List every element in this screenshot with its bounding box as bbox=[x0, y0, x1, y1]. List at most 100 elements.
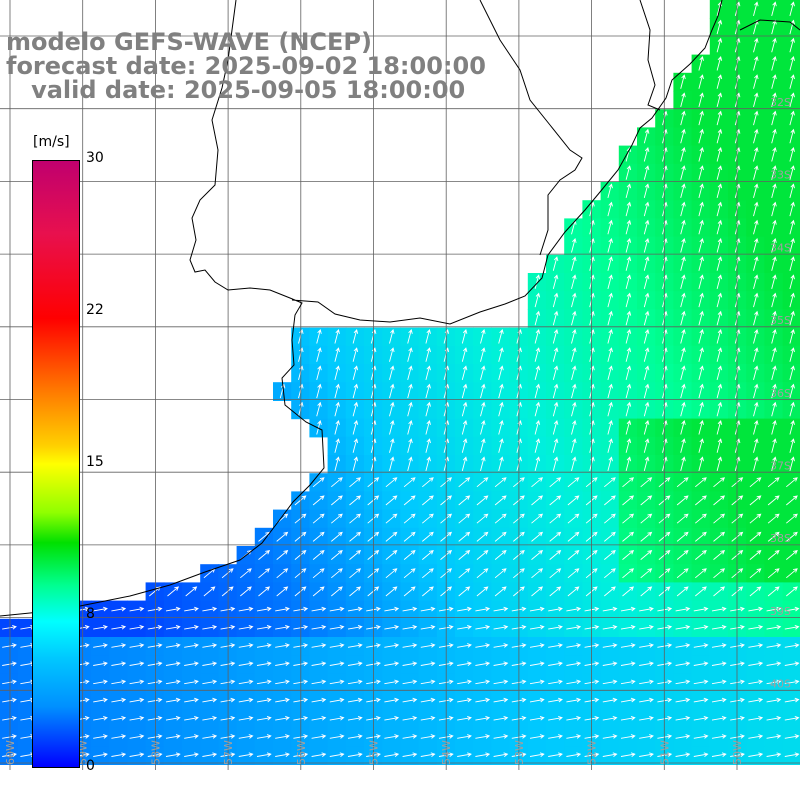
wind-arrow bbox=[147, 752, 163, 757]
wind-arrow bbox=[498, 401, 504, 417]
wind-arrow bbox=[422, 568, 434, 579]
wind-arrow bbox=[698, 401, 704, 417]
wind-arrow bbox=[789, 165, 795, 180]
wind-arrow bbox=[625, 365, 632, 381]
wind-arrow bbox=[331, 549, 343, 560]
wind-arrow bbox=[311, 679, 327, 685]
wind-arrow bbox=[786, 568, 798, 579]
wind-arrow bbox=[494, 568, 507, 579]
wind-arrow bbox=[571, 456, 577, 472]
wind-arrow bbox=[753, 401, 759, 417]
wind-arrow bbox=[480, 383, 486, 399]
wind-arrow bbox=[347, 752, 363, 757]
wind-arrow bbox=[749, 477, 762, 488]
wind-arrow bbox=[675, 606, 691, 612]
wind-arrow bbox=[480, 419, 486, 435]
wind-arrow bbox=[549, 477, 562, 488]
wind-arrow bbox=[165, 752, 181, 757]
wind-arrow bbox=[771, 456, 777, 472]
wind-arrow bbox=[716, 92, 723, 108]
wind-arrow bbox=[571, 347, 577, 362]
wind-arrow bbox=[184, 624, 199, 630]
wind-arrow bbox=[2, 661, 17, 666]
wind-arrow bbox=[607, 219, 613, 235]
wind-arrow bbox=[311, 606, 327, 612]
wind-arrow bbox=[147, 679, 163, 685]
wind-arrow bbox=[184, 752, 199, 757]
wind-arrow bbox=[384, 734, 400, 739]
wind-arrow bbox=[422, 477, 434, 488]
wind-arrow bbox=[220, 697, 236, 703]
wind-arrow bbox=[420, 606, 436, 612]
wind-arrow bbox=[407, 347, 413, 362]
wind-arrow bbox=[753, 128, 759, 144]
wind-arrow bbox=[349, 513, 362, 524]
wind-arrow bbox=[458, 531, 471, 542]
wind-arrow bbox=[602, 679, 618, 685]
wind-arrow bbox=[680, 237, 686, 253]
forecast-date: forecast date: 2025-09-02 18:00:00 bbox=[6, 52, 486, 80]
wind-arrow bbox=[403, 549, 416, 560]
wind-arrow bbox=[622, 495, 635, 506]
colorbar-tick-0: 0 bbox=[86, 758, 95, 774]
wind-arrow bbox=[698, 347, 704, 362]
wind-arrow bbox=[534, 383, 541, 399]
wind-arrow bbox=[716, 37, 723, 53]
wind-arrow bbox=[347, 715, 363, 721]
wind-arrow bbox=[531, 495, 544, 506]
wind-arrow bbox=[349, 586, 362, 597]
wind-arrow bbox=[312, 531, 325, 542]
wind-arrow bbox=[548, 715, 563, 721]
wind-arrow bbox=[549, 568, 562, 579]
wind-arrow bbox=[475, 697, 491, 703]
wind-arrow bbox=[334, 383, 340, 399]
wind-arrow bbox=[111, 661, 127, 666]
wind-arrow bbox=[675, 715, 691, 721]
wind-arrow bbox=[476, 531, 489, 542]
wind-arrow bbox=[716, 274, 723, 290]
wind-arrow bbox=[311, 624, 327, 630]
wind-arrow bbox=[420, 734, 436, 739]
wind-arrow bbox=[625, 292, 632, 308]
wind-arrow bbox=[675, 697, 691, 703]
wind-arrow bbox=[258, 549, 271, 560]
wind-arrow bbox=[602, 643, 618, 648]
wind-arrow bbox=[786, 531, 798, 542]
wind-arrow bbox=[698, 328, 704, 344]
wind-arrow bbox=[385, 495, 398, 506]
wind-arrow bbox=[111, 606, 127, 612]
wind-arrow bbox=[220, 715, 236, 721]
wind-arrow bbox=[766, 715, 782, 721]
wind-arrow bbox=[566, 697, 582, 703]
wind-arrow bbox=[389, 419, 395, 435]
wind-arrow bbox=[493, 606, 509, 612]
wind-arrow bbox=[184, 734, 199, 739]
wind-arrow bbox=[749, 495, 762, 506]
wind-arrow bbox=[457, 661, 472, 666]
wind-arrow bbox=[675, 624, 691, 630]
wind-arrow bbox=[786, 477, 798, 488]
wind-arrow bbox=[458, 586, 471, 597]
wind-arrow bbox=[786, 513, 798, 524]
wind-arrow bbox=[711, 606, 727, 612]
wind-arrow bbox=[680, 456, 686, 472]
wind-arrow bbox=[389, 328, 395, 344]
wind-arrow bbox=[643, 237, 650, 253]
wind-arrow bbox=[604, 531, 616, 542]
wind-arrow bbox=[349, 531, 362, 542]
wind-arrow bbox=[276, 531, 289, 542]
wind-arrow bbox=[311, 752, 327, 757]
wind-arrow bbox=[461, 383, 468, 399]
wind-arrow bbox=[713, 495, 726, 506]
wind-arrow bbox=[552, 419, 559, 435]
wind-arrow bbox=[753, 37, 759, 53]
wind-arrow bbox=[238, 679, 254, 685]
wind-arrow bbox=[698, 256, 704, 271]
wind-arrow bbox=[534, 419, 541, 435]
wind-arrow bbox=[749, 549, 762, 560]
wind-arrow bbox=[604, 477, 616, 488]
wind-arrow bbox=[698, 456, 704, 472]
wind-arrow bbox=[111, 643, 127, 648]
wind-arrow bbox=[475, 734, 491, 739]
wind-arrow bbox=[716, 419, 723, 435]
